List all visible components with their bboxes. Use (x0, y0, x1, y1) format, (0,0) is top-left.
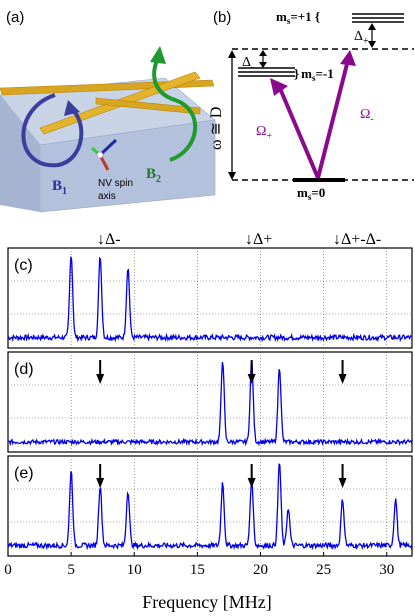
b1-arrowhead (64, 100, 80, 116)
marker-arrow-delta-diff (338, 464, 347, 488)
spectrum-trace (7, 463, 413, 551)
nv-label-line2: axis (98, 191, 116, 202)
gold-wire-3 (95, 97, 201, 115)
b2-arrowhead (150, 46, 166, 64)
panel-label-b: (b) (213, 9, 231, 26)
marker-delta-diff: ↓Δ+-Δ- (333, 231, 381, 248)
transition-omega-minus-arrowhead (340, 50, 356, 66)
panel-frame (7, 455, 413, 557)
delta-plus-label: Δ+ (354, 29, 369, 47)
x-tick-label: 0 (4, 562, 12, 578)
ms-zero-label: ms=0 (297, 185, 325, 202)
delta-plus-arrowhead-down (368, 41, 376, 48)
delta-minus-arrowhead-up (259, 50, 267, 56)
panel-frame (7, 351, 413, 453)
spectrum-trace (7, 361, 413, 447)
omega-arrowhead-up (228, 50, 236, 58)
marker-arrow-delta-plus (247, 360, 256, 384)
x-tick-label: 20 (253, 562, 268, 578)
spectrum-panel-d: (d) (7, 351, 413, 453)
omega-minus-label: Ω- (360, 107, 374, 125)
transition-omega-plus-arrowhead (270, 78, 288, 96)
spectrum-panel-e: (e) (7, 455, 413, 557)
omega-approx-label: ω ≅ D (208, 107, 225, 151)
x-tick-label: 5 (67, 562, 75, 578)
svg-text:↓Δ+: ↓Δ+ (245, 231, 272, 248)
omega-plus-label: Ω+ (256, 124, 272, 142)
diamond-side-face (0, 95, 40, 212)
x-tick-label: 25 (316, 562, 331, 578)
b2-rotation-arrow (152, 57, 198, 162)
spectrum-trace (7, 256, 413, 343)
b2-label: B2 (146, 166, 161, 185)
panel-label: (e) (14, 465, 34, 482)
spectra: ↓Δ- ↓Δ+ ↓Δ+-Δ- (c) (d) (e) 0 5 10 15 20 25 30 Fr… (4, 231, 413, 612)
delta-minus-arrowhead-down (259, 62, 267, 68)
ms-minus1-label: } ms=-1 (294, 66, 334, 83)
transition-omega-plus (277, 85, 320, 179)
x-tick-label: 15 (190, 562, 205, 578)
marker-arrow-delta-diff (338, 360, 347, 384)
spectrum-panels: (c) (d) (e) (7, 247, 413, 557)
nv-axis-blue (98, 138, 118, 157)
marker-arrow-delta-plus (247, 464, 256, 488)
delta-plus-arrowhead-up (368, 23, 376, 30)
nv-label-line1: NV spin (98, 178, 133, 189)
svg-text:↓Δ+-Δ-: ↓Δ+-Δ- (333, 231, 381, 248)
nv-center (96, 151, 104, 159)
spectrum-panel-c: (c) (7, 247, 413, 349)
delta-minus-label: Δ- (242, 55, 254, 73)
svg-text:↓Δ-: ↓Δ- (97, 231, 121, 248)
marker-arrow-delta-minus (96, 464, 105, 488)
panel-b: (b) ms=+1 { Δ+ } ms=-1 Δ- ω ≅ D ms=0 (208, 9, 414, 202)
marker-delta-plus: ↓Δ+ (245, 231, 272, 248)
x-axis-label: Frequency [MHz] (142, 592, 271, 612)
x-tick-label: 10 (127, 562, 142, 578)
omega-arrowhead-down (228, 172, 236, 180)
transition-omega-minus (316, 59, 350, 179)
gold-wire-1 (0, 79, 215, 96)
ms-plus1-label: ms=+1 { (276, 9, 320, 26)
panel-a: (a) B1 B2 NV spin axis (0, 9, 216, 213)
x-tick-label: 30 (379, 562, 394, 578)
x-axis: 0 5 10 15 20 25 30 (4, 552, 394, 578)
b1-label: B1 (52, 178, 67, 197)
b1-rotation-arrow (21, 93, 84, 168)
panel-label-a: (a) (6, 9, 24, 26)
panel-label: (d) (14, 361, 34, 378)
marker-delta-minus: ↓Δ- (97, 231, 121, 248)
marker-arrow-delta-minus (96, 360, 105, 384)
panel-label: (c) (14, 257, 33, 274)
panel-frame (7, 247, 413, 349)
